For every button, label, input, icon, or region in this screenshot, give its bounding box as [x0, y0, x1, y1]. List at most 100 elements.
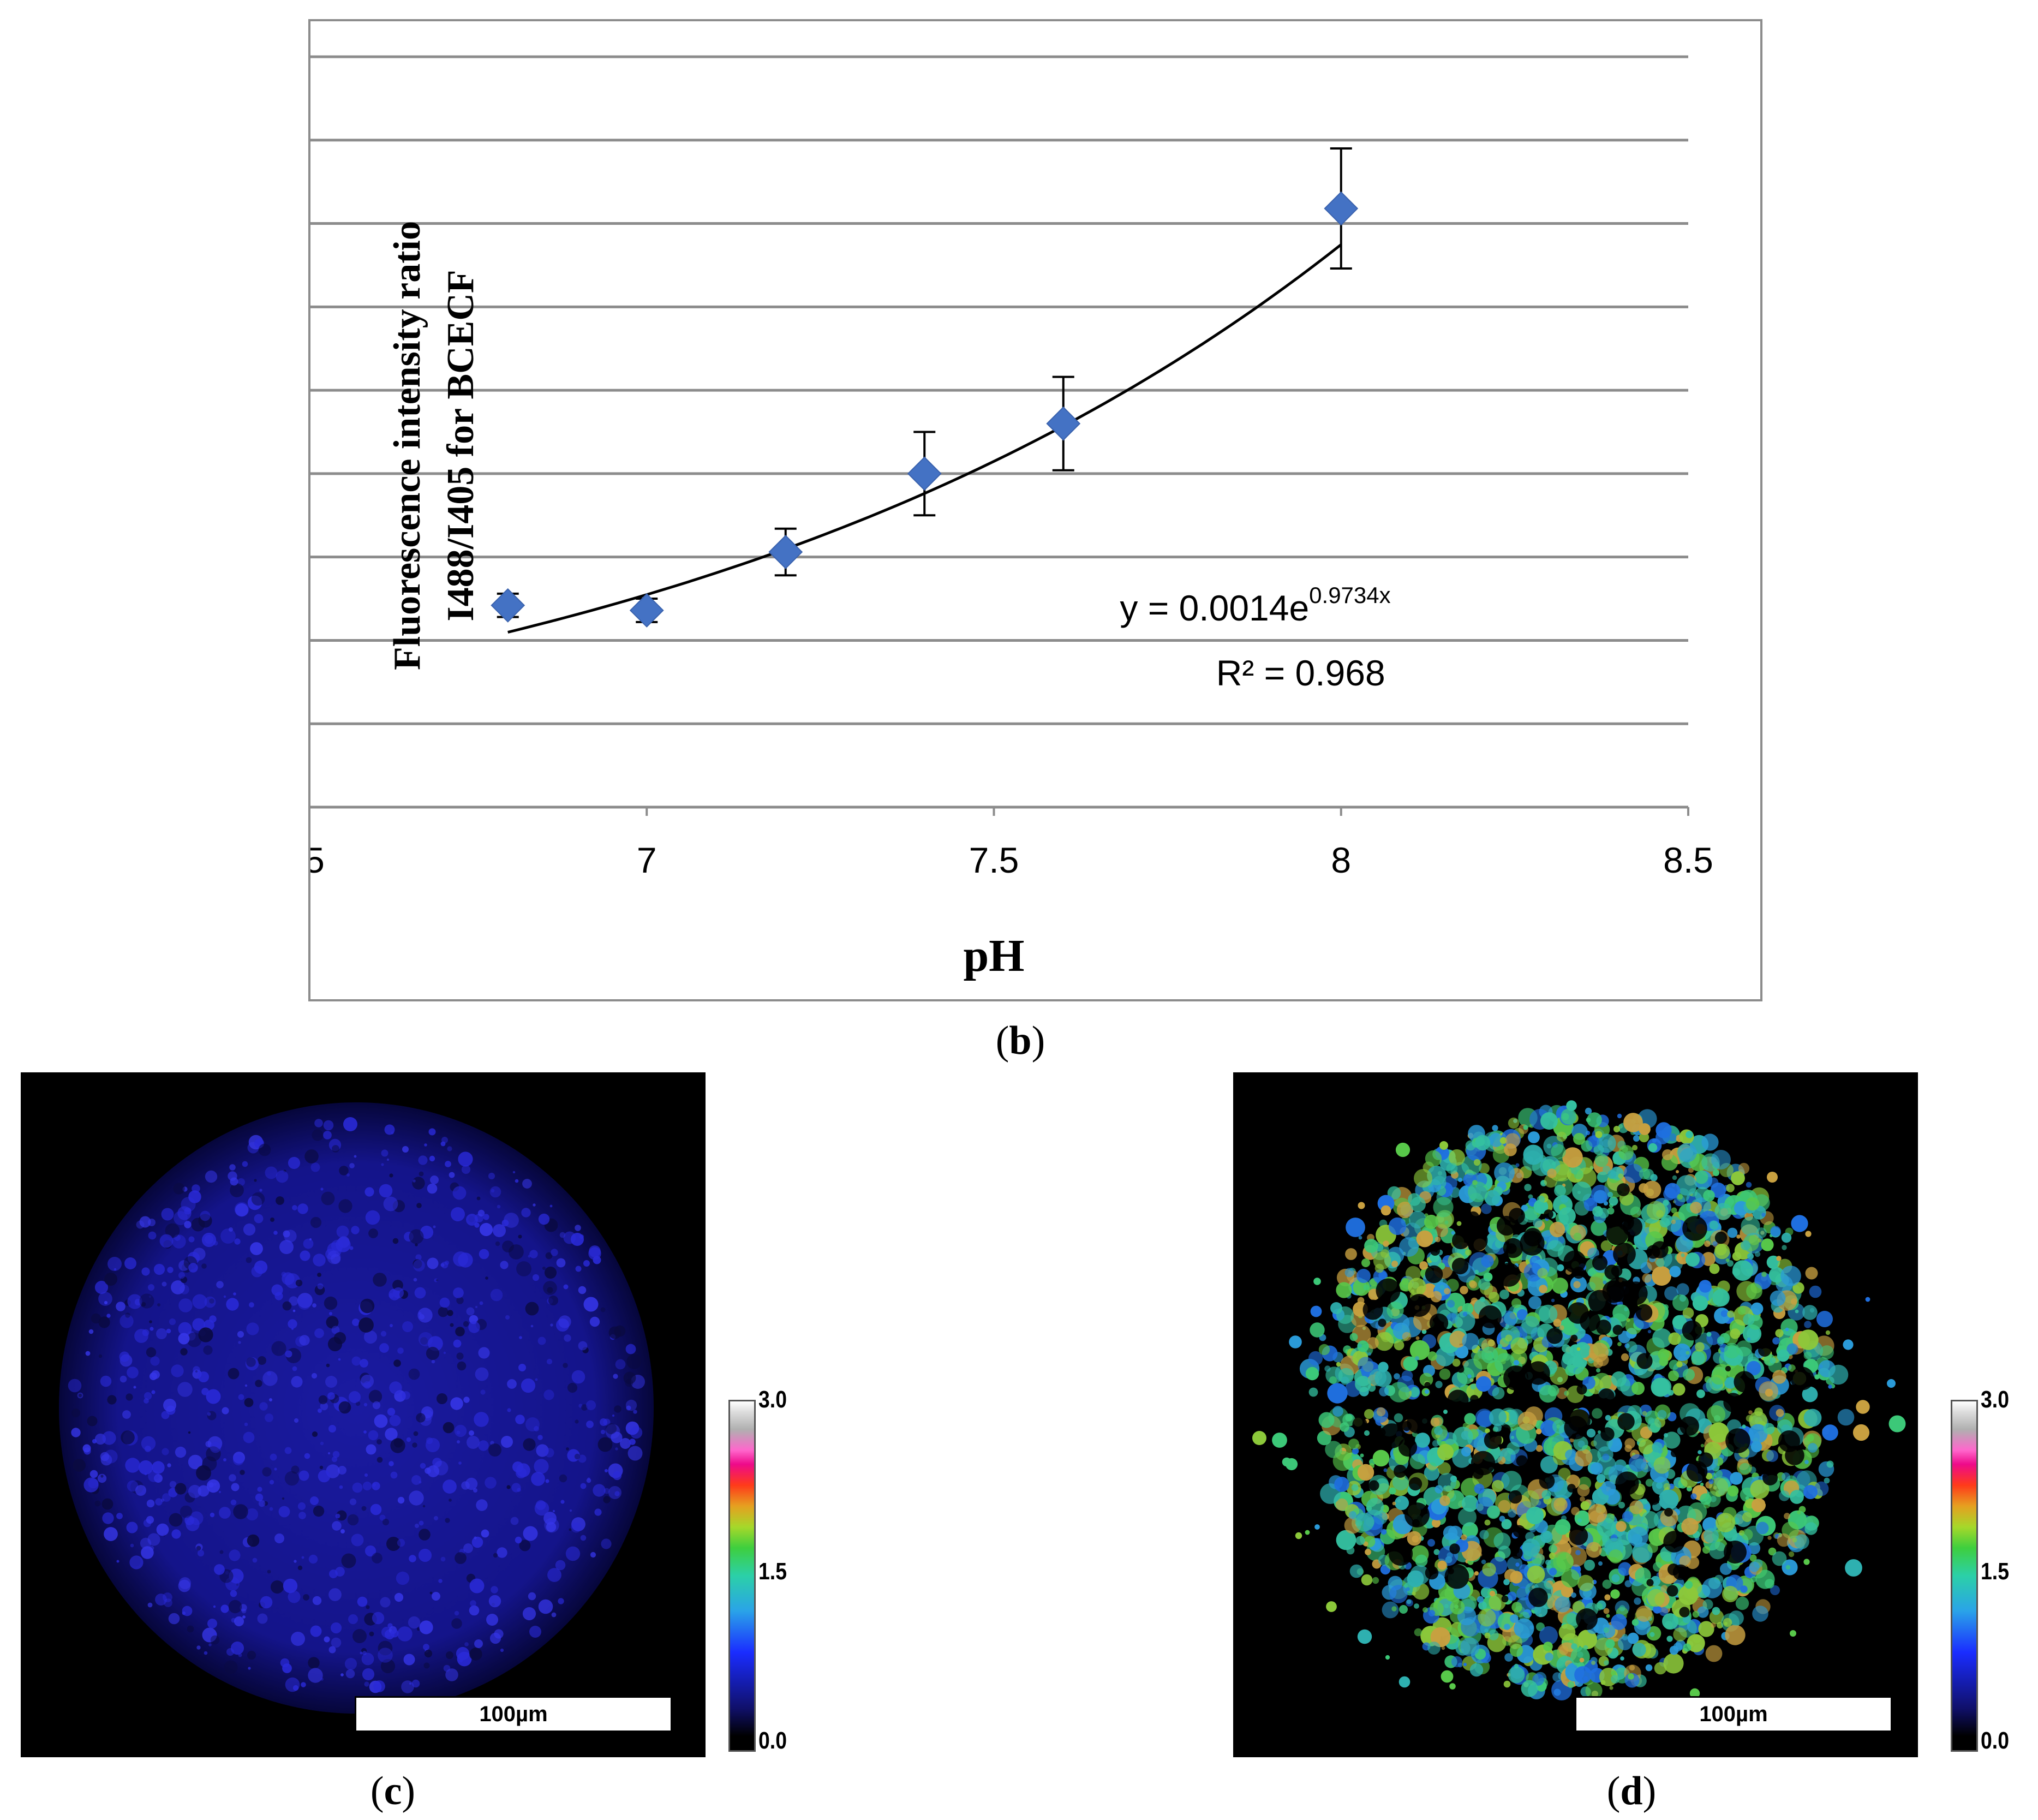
image-speck: [1603, 1608, 1610, 1614]
image-speck: [345, 1669, 355, 1679]
image-speck: [147, 1602, 153, 1608]
image-speck: [1385, 1655, 1390, 1660]
image-speck: [1628, 1526, 1648, 1547]
x-tick-label: 7.5: [969, 840, 1019, 880]
image-speck: [1510, 1614, 1519, 1623]
image-speck: [1462, 1333, 1479, 1350]
image-speck: [1695, 1342, 1705, 1352]
image-speck: [210, 1441, 222, 1453]
image-speck: [1646, 1579, 1654, 1586]
image-speck: [331, 1326, 340, 1334]
image-speck: [589, 1316, 600, 1327]
image-speck: [1577, 1574, 1594, 1592]
image-speck: [352, 1629, 367, 1643]
image-speck: [1467, 1211, 1480, 1224]
image-speck: [1480, 1297, 1485, 1302]
image-speck: [1489, 1292, 1499, 1303]
image-speck: [1504, 1653, 1513, 1662]
image-speck: [1318, 1344, 1330, 1356]
image-speck: [533, 1203, 536, 1207]
image-speck: [409, 1490, 424, 1506]
image-speck: [452, 1186, 467, 1200]
image-speck: [1576, 1384, 1587, 1395]
image-speck: [402, 1321, 413, 1332]
image-speck: [351, 1356, 361, 1366]
image-speck: [1491, 1479, 1504, 1493]
image-speck: [507, 1408, 511, 1412]
image-speck: [1639, 1132, 1649, 1143]
image-speck: [100, 1475, 104, 1478]
image-speck: [440, 1556, 446, 1562]
image-speck: [263, 1501, 268, 1506]
image-speck: [1653, 1457, 1671, 1474]
image-speck: [59, 1102, 654, 1714]
image-speck: [258, 1356, 266, 1365]
image-speck: [545, 1252, 553, 1260]
image-speck: [1539, 1473, 1555, 1489]
image-speck: [1437, 1560, 1447, 1570]
image-speck: [1355, 1512, 1374, 1532]
image-speck: [169, 1481, 177, 1488]
image-speck: [415, 1254, 422, 1261]
image-speck: [1624, 1580, 1632, 1588]
image-speck: [488, 1595, 501, 1608]
image-speck: [1720, 1563, 1732, 1575]
image-speck: [1439, 1285, 1445, 1290]
data-point: [768, 535, 803, 569]
image-speck: [1609, 1196, 1618, 1206]
image-speck: [1357, 1297, 1365, 1304]
image-speck: [1761, 1272, 1767, 1277]
image-speck: [188, 1263, 198, 1273]
image-speck: [119, 1351, 130, 1362]
image-speck: [1604, 1660, 1609, 1666]
image-speck: [493, 1224, 506, 1237]
image-speck: [565, 1546, 581, 1561]
image-speck: [348, 1614, 358, 1624]
image-speck: [1588, 1503, 1607, 1523]
image-speck: [1618, 1636, 1632, 1650]
image-speck: [1561, 1108, 1577, 1125]
image-speck: [1405, 1502, 1430, 1527]
image-speck: [466, 1307, 475, 1316]
image-speck: [1358, 1357, 1374, 1373]
image-speck: [1511, 1547, 1523, 1559]
image-speck: [1562, 1344, 1570, 1353]
image-speck: [1425, 1150, 1442, 1167]
image-speck: [166, 1328, 171, 1334]
image-speck: [1556, 1131, 1567, 1142]
image-speck: [1469, 1663, 1484, 1677]
image-speck: [274, 1292, 283, 1300]
image-speck: [100, 1375, 112, 1387]
image-speck: [461, 1481, 470, 1490]
image-speck: [1415, 1336, 1420, 1340]
image-speck: [324, 1636, 330, 1643]
image-speck: [625, 1344, 636, 1354]
image-speck: [1653, 1605, 1662, 1614]
y-axis-title: Fluorescence intensity ratio I488/I405 fo…: [386, 221, 482, 670]
image-speck: [1481, 1346, 1498, 1364]
image-speck: [543, 1512, 557, 1525]
image-speck: [1357, 1464, 1374, 1481]
image-speck: [167, 1463, 171, 1467]
image-speck: [1668, 1564, 1680, 1576]
image-speck: [320, 1441, 324, 1446]
image-speck: [1477, 1596, 1484, 1603]
image-speck: [352, 1482, 363, 1493]
image-speck: [1629, 1500, 1643, 1514]
image-speck: [323, 1131, 332, 1139]
image-speck: [1458, 1508, 1477, 1526]
image-speck: [362, 1651, 367, 1655]
image-speck: [587, 1477, 590, 1481]
image-speck: [1451, 1231, 1455, 1235]
image-speck: [427, 1465, 439, 1477]
image-speck: [87, 1416, 98, 1427]
image-speck: [501, 1219, 509, 1227]
image-speck: [1555, 1596, 1571, 1613]
image-speck: [1469, 1281, 1477, 1288]
image-speck: [1588, 1342, 1609, 1363]
image-speck: [320, 1678, 324, 1681]
image-speck: [187, 1625, 194, 1633]
image-speck: [1391, 1606, 1397, 1612]
image-speck: [292, 1309, 296, 1312]
image-speck: [202, 1627, 217, 1643]
